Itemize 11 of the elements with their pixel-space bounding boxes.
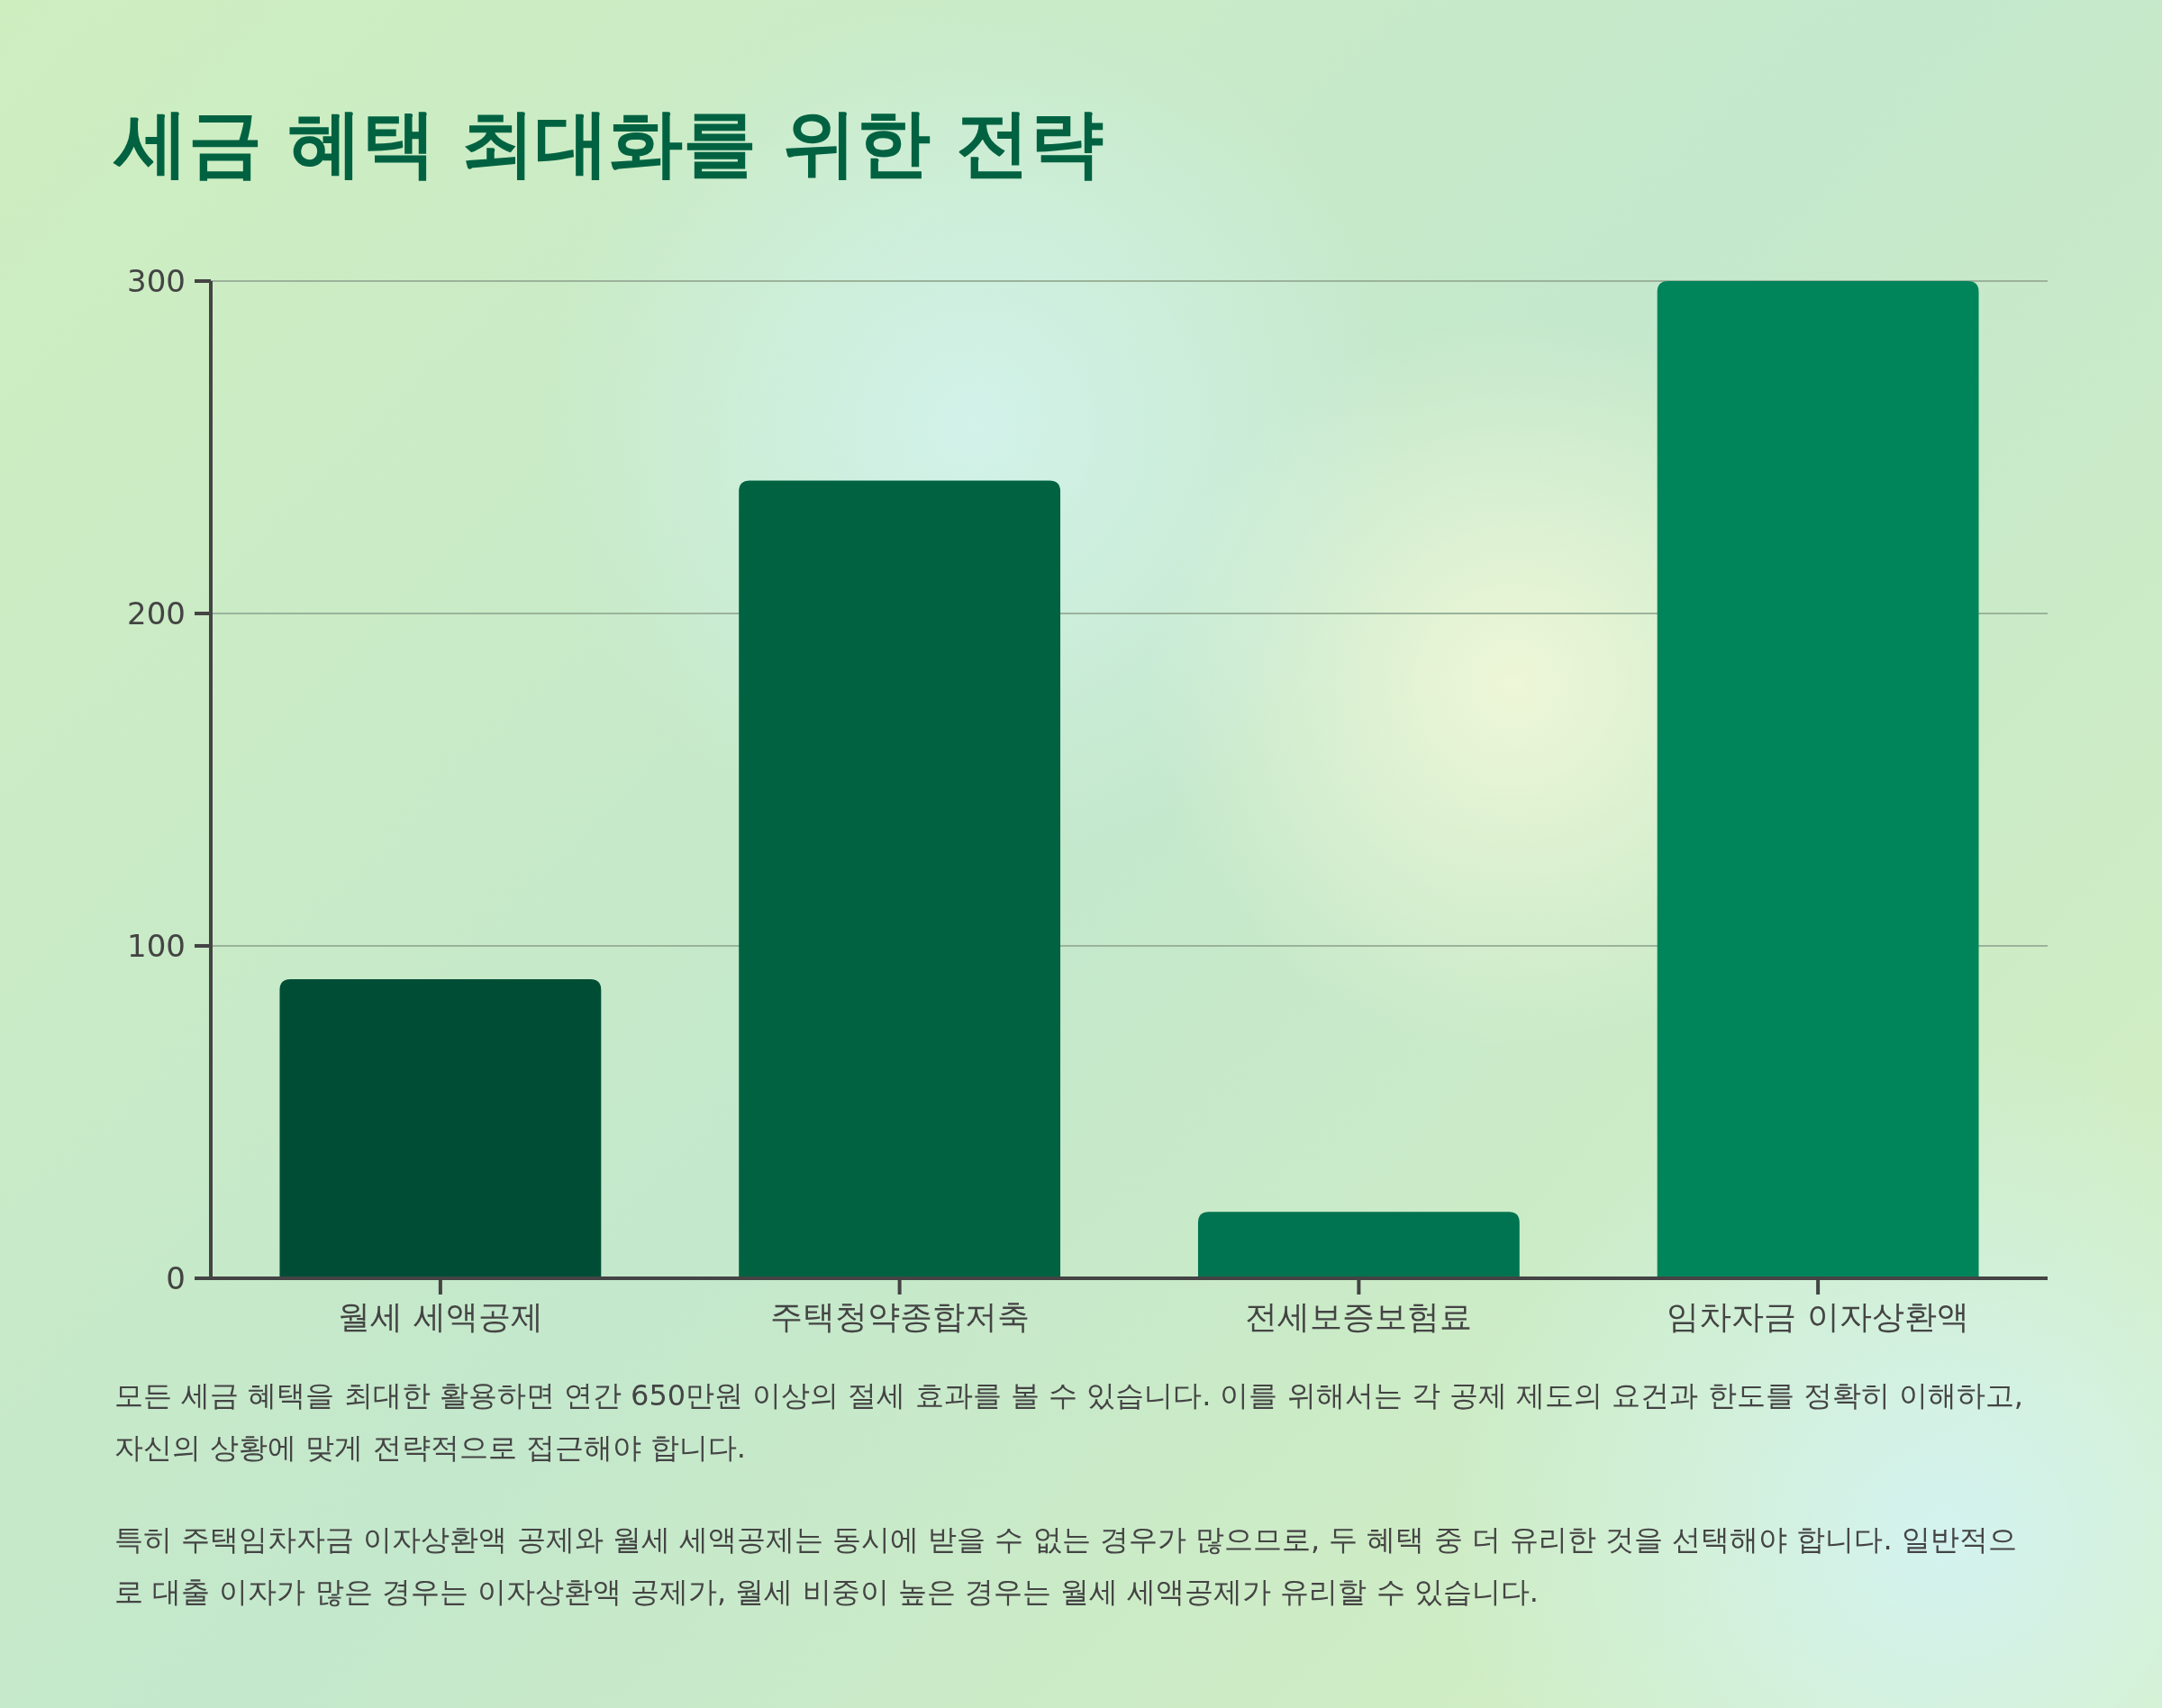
- y-tick-label: 200: [127, 595, 186, 631]
- y-tick-label: 0: [166, 1260, 186, 1296]
- y-tick-label: 300: [127, 263, 186, 299]
- x-tick-label: 월세 세액공제: [338, 1298, 543, 1335]
- y-tick-label: 100: [127, 928, 186, 964]
- x-tick-label: 전세보증보험료: [1245, 1298, 1473, 1335]
- text: 특히 주택임차자금 이자상환액 공제와 월세 세액공제는 동시에 받을 수 없는 경우가 많으므로, 두 혜택 중 더 유리한 것을 선택해야 합니다. 일반적으로 대출 이자가 많은 경우는 이자상환액 공제가, 월세 비중이 높은 경우는 월세 세액공제가 유리할 수 있습니다.: [114, 1522, 2018, 1611]
- x-tick-label: 임차자금 이자상환액: [1667, 1298, 1969, 1335]
- text: 모든 세금 혜택을 최대한 활용하면 연간 650만원 이상의 절세 효과를 볼 수 있습니다. 이를 위해서는 각 공제 제도의 요건과 한도를 정확히 이해하고, 자신의 상황에 맞게 전략적으로 접근해야 합니다.: [114, 1377, 2025, 1467]
- chart-title: 세금 혜택 최대화를 위한 전략: [114, 99, 1104, 187]
- x-tick-label: 주택청약종합저축: [769, 1298, 1030, 1335]
